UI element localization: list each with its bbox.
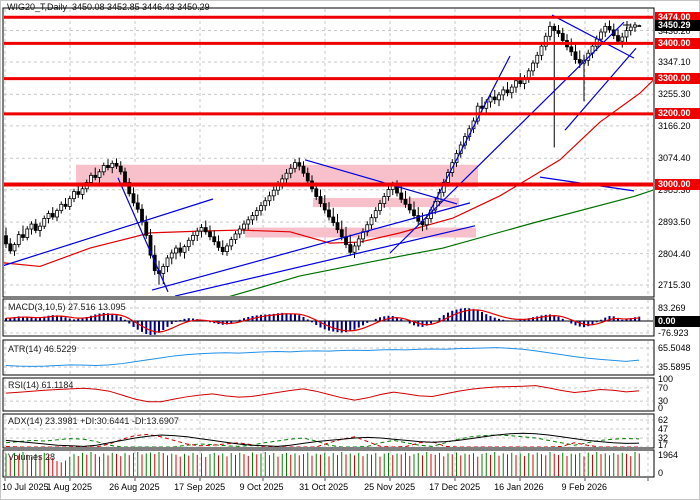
adx-tick-label: 32 [658,433,669,443]
date-tick-label: 31 Oct 2025 [299,482,349,492]
price-tick-label: 3074.40 [658,153,691,164]
symbol-ohlc-title: WIG20_T,Daily 3450.08 3452.85 3446.43 34… [7,2,210,12]
macd-tick-label: 83.269 [658,303,686,313]
rsi-tick-label: 0 [658,403,664,413]
hline-price-tag: 3200.00 [655,108,700,120]
trendline[interactable] [551,14,635,59]
adx-tick-label: 47 [658,424,669,434]
macd-zero-tag: 0.00 [655,315,700,327]
volume-tick-label: 0 [658,468,664,478]
price-tick-label: 2715.30 [658,280,691,291]
price-tick-label: 3166.20 [658,120,691,131]
date-tick-label: 17 Sep 2025 [174,482,226,492]
time-axis[interactable] [0,478,700,500]
date-tick-label: 9 Feb 2026 [561,482,608,492]
current-price-tag: 3450.29 [655,20,700,32]
date-tick-label: 17 Dec 2025 [429,482,481,492]
date-tick-label: 1 Aug 2025 [46,482,93,492]
crosshair-marker [623,21,631,29]
adx-tick-label: 17 [658,440,669,450]
date-tick-label: 25 Nov 2025 [364,482,416,492]
hline-price-tag: 3474.00 [655,11,700,23]
adx-tick-label: 62 [658,415,669,425]
hline-price-tag: 3300.00 [655,73,700,85]
trendline[interactable] [427,55,511,216]
rsi-tick-label: 70 [658,382,669,393]
trendline[interactable] [151,202,471,291]
adx-label: ADX(14) 23.3981 +DI:30.6441 -DI:13.6907 [8,416,179,426]
price-axis[interactable] [655,0,700,478]
panel-main [2,7,655,298]
rsi-tick-label: 30 [658,396,669,407]
trendline[interactable] [304,159,458,205]
atr-label: ATR(14) 46.5229 [8,344,77,354]
macd-tick-label: -76.923 [658,328,689,338]
date-tick-label: 10 Jul 2025 [2,482,49,492]
date-tick-label: 16 Jan 2026 [494,482,544,492]
trendline[interactable] [2,198,214,267]
volume-tick-label: 1964 [658,450,679,460]
price-tick-label: 3255.30 [658,89,691,100]
rsi-label: RSI(14) 61.1184 [8,380,74,390]
macd-label: MACD(3,10,5) 27.516 13.095 [8,302,126,312]
trendline[interactable] [564,47,637,131]
date-tick-label: 26 Aug 2025 [109,482,160,492]
panel-atr [2,339,655,376]
trendline[interactable] [174,225,476,296]
atr-tick-label: 65.5048 [658,343,691,353]
volumes-label: Volumes 28 [8,452,56,462]
price-tick-label: 2804.40 [658,248,691,259]
highlight-zone [76,164,478,188]
hline-price-tag: 3400.00 [655,37,700,49]
date-tick-label: 9 Oct 2025 [239,482,284,492]
price-tick-label: 3347.10 [658,57,691,67]
trendline[interactable] [389,21,625,254]
trendline[interactable] [117,177,169,293]
price-tick-label: 2893.50 [658,217,691,228]
hline-price-tag: 3000.00 [655,179,700,191]
atr-tick-label: 35.5895 [658,362,691,372]
rsi-tick-label: 100 [658,374,674,384]
